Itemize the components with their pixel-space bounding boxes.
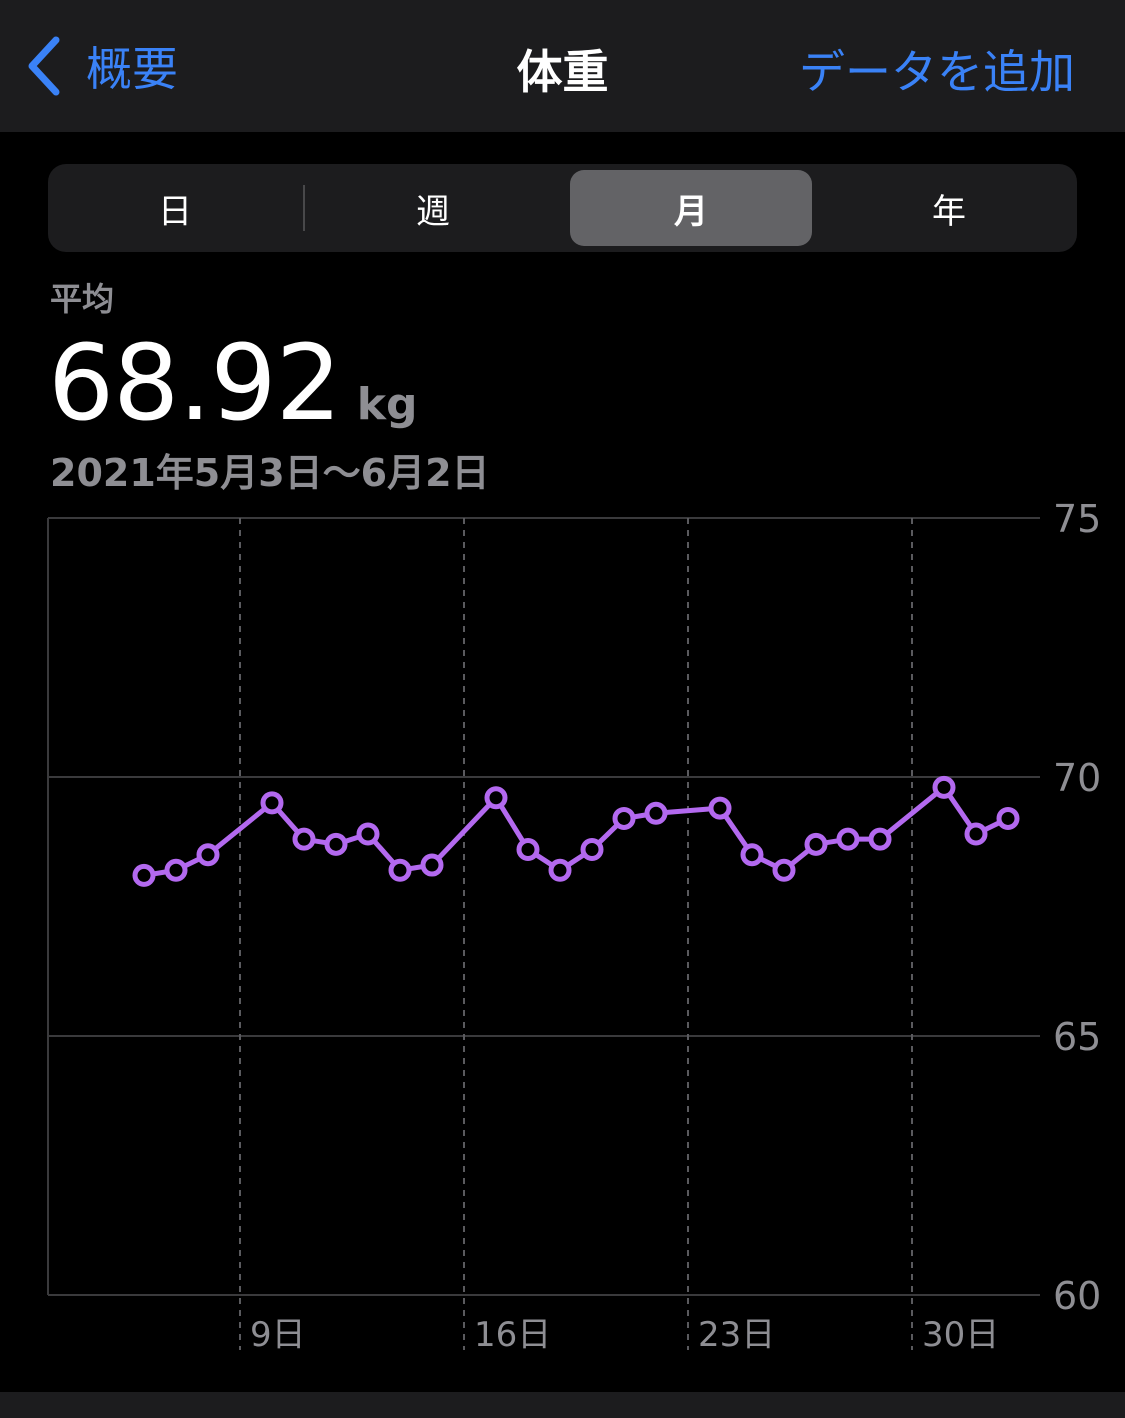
- segment-divider: [303, 185, 305, 231]
- data-point[interactable]: [484, 786, 508, 810]
- data-point[interactable]: [164, 858, 188, 882]
- data-point[interactable]: [772, 858, 796, 882]
- data-point[interactable]: [132, 863, 156, 887]
- data-point[interactable]: [836, 827, 860, 851]
- data-point[interactable]: [516, 838, 540, 862]
- data-point[interactable]: [804, 832, 828, 856]
- chart-series: [132, 775, 1020, 887]
- average-unit: kg: [356, 379, 418, 430]
- segment-day[interactable]: 日: [158, 191, 192, 232]
- data-point[interactable]: [548, 858, 572, 882]
- x-tick-label: 30日: [922, 1315, 999, 1355]
- y-tick-label: 70: [1053, 756, 1101, 800]
- average-label: 平均: [50, 280, 115, 318]
- data-point[interactable]: [708, 796, 732, 820]
- date-range: 2021年5月3日〜6月2日: [50, 451, 490, 495]
- x-tick-label: 16日: [474, 1315, 551, 1355]
- data-point[interactable]: [964, 822, 988, 846]
- chevron-left-icon: [28, 36, 60, 96]
- data-point[interactable]: [260, 791, 284, 815]
- x-tick-label: 23日: [698, 1315, 775, 1355]
- chart-axis-labels: 60 65 70 75 9日 16日 23日 30日: [250, 497, 1101, 1355]
- data-point[interactable]: [388, 858, 412, 882]
- data-point[interactable]: [868, 827, 892, 851]
- y-tick-label: 75: [1053, 497, 1101, 541]
- segment-month[interactable]: 月: [570, 170, 812, 246]
- x-tick-label: 9日: [250, 1315, 306, 1355]
- data-point[interactable]: [932, 775, 956, 799]
- segment-year[interactable]: 年: [932, 191, 966, 232]
- data-point[interactable]: [420, 853, 444, 877]
- y-tick-label: 60: [1053, 1274, 1101, 1318]
- data-point[interactable]: [740, 843, 764, 867]
- average-value: 68.92 kg: [48, 322, 418, 444]
- data-point[interactable]: [356, 822, 380, 846]
- y-tick-label: 65: [1053, 1015, 1101, 1059]
- data-point[interactable]: [580, 838, 604, 862]
- page-title: 体重: [516, 45, 609, 99]
- segment-week[interactable]: 週: [416, 191, 450, 232]
- data-point[interactable]: [292, 827, 316, 851]
- average-number: 68.92: [48, 322, 342, 444]
- bottom-bar: [0, 1392, 1125, 1418]
- chart-grid: [47, 517, 1040, 1350]
- period-segmented-control: 日 週 月 年: [48, 164, 1077, 252]
- data-point[interactable]: [996, 806, 1020, 830]
- navigation-bar: 概要 体重 データを追加: [0, 0, 1125, 132]
- data-point[interactable]: [324, 832, 348, 856]
- data-point[interactable]: [612, 806, 636, 830]
- add-data-button[interactable]: データを追加: [799, 45, 1075, 99]
- back-label: 概要: [86, 42, 178, 96]
- data-point[interactable]: [644, 801, 668, 825]
- data-point[interactable]: [196, 843, 220, 867]
- back-button[interactable]: 概要: [24, 30, 178, 102]
